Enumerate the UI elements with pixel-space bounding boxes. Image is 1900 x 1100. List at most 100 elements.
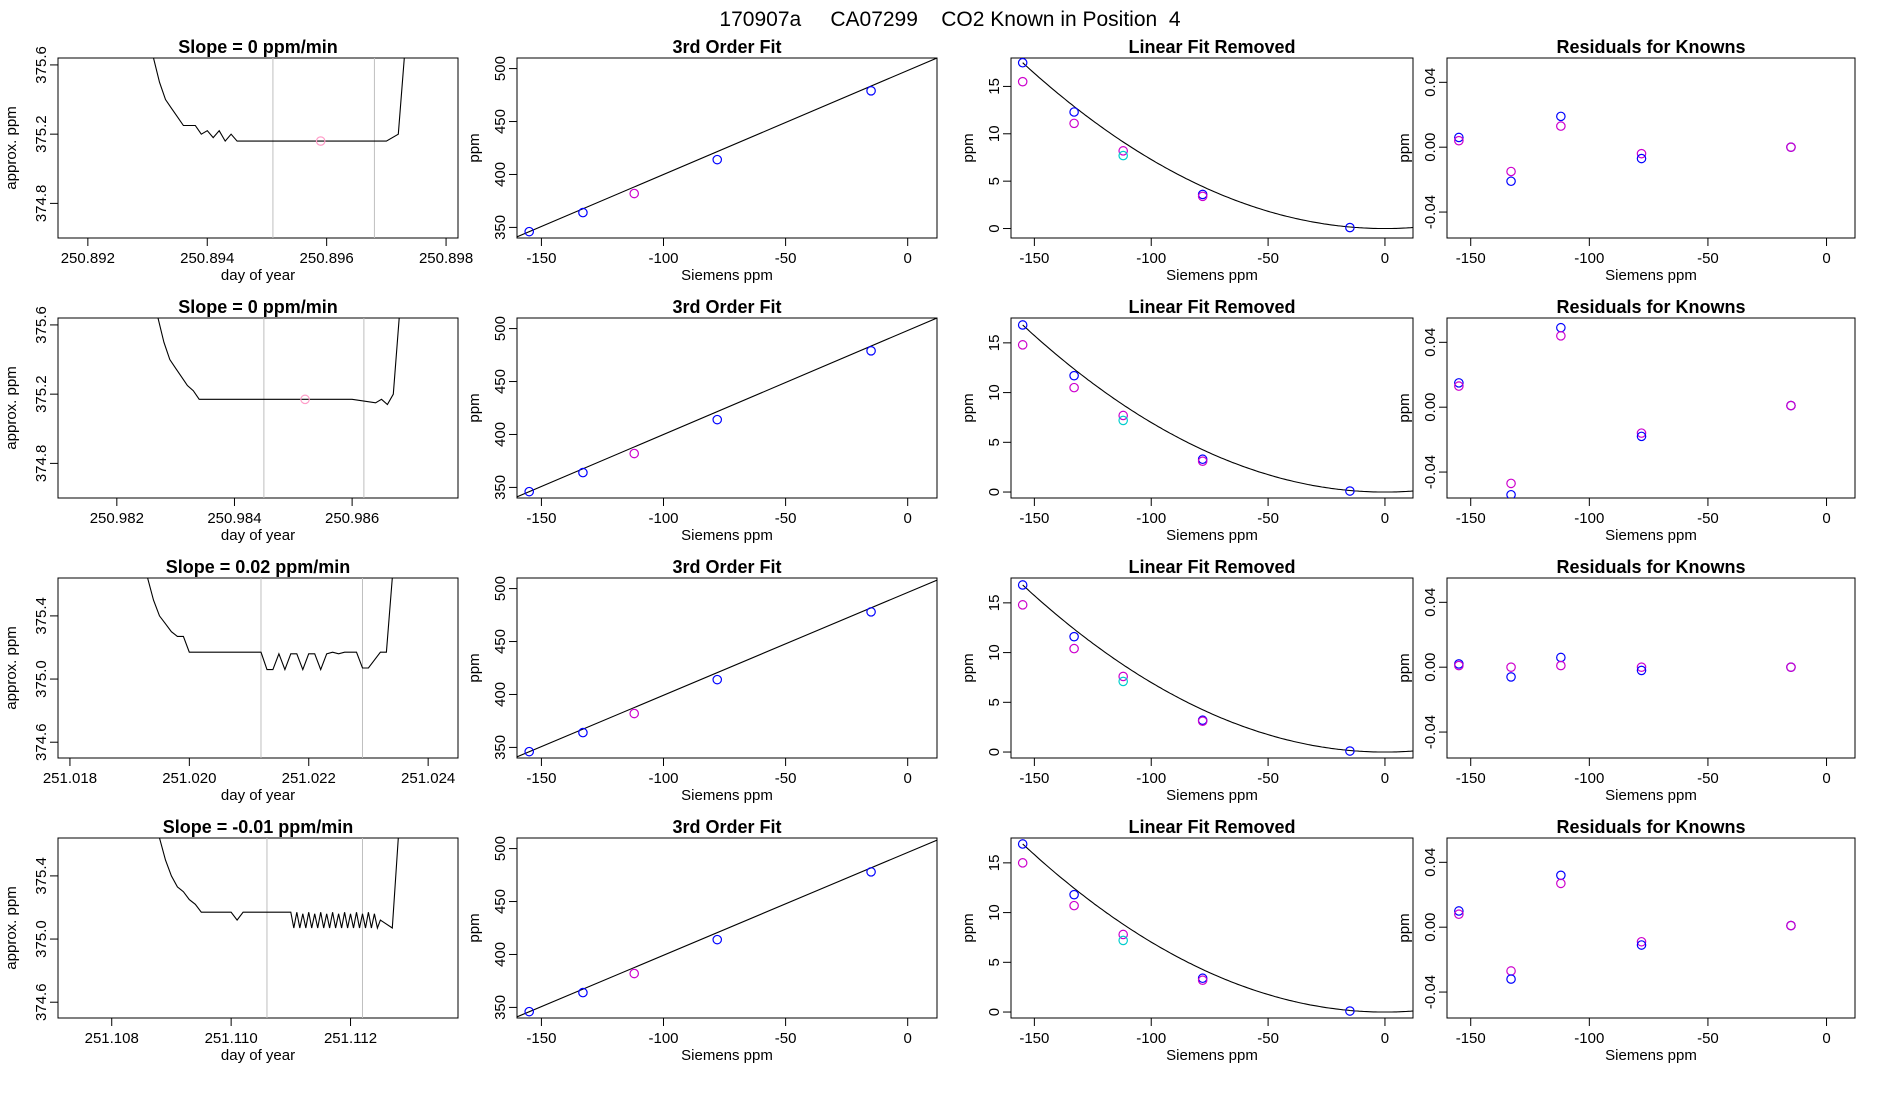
plot-area	[1017, 58, 1413, 233]
plot-frame	[1010, 57, 1414, 239]
data-point	[1017, 600, 1028, 610]
y-tick-label: 450	[492, 889, 509, 914]
y-axis-label: ppm	[466, 393, 483, 422]
panel-title: Linear Fit Removed	[1128, 557, 1295, 577]
data-point	[1345, 1006, 1355, 1016]
panel-r1-res: Residuals for Knowns -150 -100 -50 0 Siemens …	[1396, 37, 1856, 284]
panel-title: 3rd Order Fit	[672, 37, 781, 57]
data-point	[629, 968, 640, 979]
panel-title: Slope = -0.01 ppm/min	[163, 817, 354, 837]
plot-frame	[57, 317, 459, 499]
x-tick-label: -150	[526, 250, 556, 267]
x-tick-label: 250.896	[300, 250, 354, 267]
data-point	[1636, 428, 1647, 438]
y-tick-label: 0.00	[1422, 913, 1439, 942]
y-tick-label: 375.4	[33, 597, 50, 635]
plot-frame	[1010, 837, 1414, 1019]
x-axis-label: Siemens ppm	[681, 527, 773, 544]
panel-title: Linear Fit Removed	[1128, 817, 1295, 837]
plot-area	[517, 579, 937, 758]
data-point	[1506, 478, 1516, 489]
y-axis-label: ppm	[466, 133, 483, 162]
y-tick-label: 375.0	[33, 660, 50, 698]
panel-title: Residuals for Knowns	[1556, 37, 1745, 57]
data-point	[1786, 400, 1796, 411]
x-tick-label: 0	[1822, 250, 1830, 267]
data-point	[1069, 107, 1079, 117]
series-line	[152, 58, 405, 143]
x-tick-label: -50	[775, 770, 797, 787]
x-tick-label: -50	[1697, 1030, 1719, 1047]
y-tick-label: 450	[492, 629, 509, 654]
panel-r1-slope: Slope = 0 ppm/min 250.892 250.894 250.896 25…	[3, 37, 473, 284]
data-point	[1556, 121, 1566, 131]
x-tick-label: -150	[1019, 510, 1049, 527]
page-title: 170907a CA07299 CO2 Known in Position 4	[719, 8, 1180, 31]
x-tick-label: 0	[1381, 250, 1389, 267]
y-axis-label: ppm	[1396, 133, 1413, 162]
panel-r3-slope: Slope = 0.02 ppm/min 251.018 251.020 251.02…	[3, 557, 459, 804]
panel-title: Residuals for Knowns	[1556, 297, 1745, 317]
data-point	[1197, 716, 1208, 727]
data-point	[1118, 676, 1128, 687]
plot-frame	[516, 837, 938, 1019]
x-tick-label: -100	[1136, 770, 1166, 787]
y-tick-label: -0.04	[1422, 455, 1439, 489]
y-tick-label: -0.04	[1422, 195, 1439, 229]
x-tick-label: -150	[1456, 1030, 1486, 1047]
x-tick-label: -150	[1456, 250, 1486, 267]
x-tick-label: 251.022	[282, 770, 336, 787]
data-point	[866, 607, 876, 617]
x-axis-label: Siemens ppm	[681, 1047, 773, 1064]
y-axis-label: approx. ppm	[3, 106, 20, 189]
y-tick-label: 450	[492, 369, 509, 394]
data-point	[1017, 340, 1028, 350]
data-point	[1118, 671, 1128, 682]
x-tick-label: 0	[1822, 510, 1830, 527]
y-axis-label: ppm	[1396, 653, 1413, 682]
panel-title: Slope = 0 ppm/min	[178, 297, 338, 317]
data-point	[1017, 580, 1028, 590]
data-point	[524, 226, 535, 237]
panel-r4-slope: Slope = -0.01 ppm/min 251.108 251.110 251.1…	[3, 817, 459, 1064]
x-tick-label: -50	[1697, 770, 1719, 787]
plot-frame	[57, 837, 459, 1019]
panel-title: Linear Fit Removed	[1128, 297, 1295, 317]
panel-r2-fit: 3rd Order Fit -150 -100 -50 0 Siemens ppm 350 4…	[466, 297, 938, 544]
plot-area	[1017, 839, 1413, 1016]
plot-frame	[1446, 317, 1856, 499]
x-tick-label: -50	[1257, 250, 1279, 267]
plot-area	[517, 318, 937, 498]
x-tick-label: 251.110	[205, 1030, 258, 1047]
panel-r3-res: Residuals for Knowns -150 -100 -50 0 Siemens …	[1396, 557, 1856, 804]
panel-title: Slope = 0 ppm/min	[178, 37, 338, 57]
y-axis-label: ppm	[960, 653, 977, 682]
y-tick-label: -0.04	[1422, 715, 1439, 749]
data-point	[1197, 456, 1208, 467]
fit-curve	[1022, 584, 1413, 753]
plot-area	[158, 838, 399, 1018]
x-tick-label: -100	[648, 770, 678, 787]
data-point	[578, 987, 588, 998]
data-point	[1506, 166, 1516, 177]
y-tick-label: 15	[986, 855, 1003, 872]
x-tick-label: -50	[775, 250, 797, 267]
data-point	[1786, 142, 1796, 152]
data-point	[1197, 191, 1208, 202]
x-tick-label: -50	[1257, 1030, 1279, 1047]
data-point	[315, 136, 326, 146]
data-point	[578, 727, 588, 738]
x-tick-label: -50	[775, 1030, 797, 1047]
data-point	[1556, 331, 1566, 341]
y-tick-label: 500	[492, 576, 509, 601]
data-point	[1636, 940, 1647, 950]
data-point	[1454, 132, 1464, 143]
plot-area	[1017, 320, 1413, 496]
plot-frame	[57, 577, 459, 759]
panels: Slope = 0 ppm/min 250.892 250.894 250.896 25…	[3, 37, 1856, 1064]
y-tick-label: 375.2	[33, 375, 50, 413]
data-point	[1454, 381, 1464, 391]
data-point	[1636, 153, 1647, 164]
plot-area	[517, 58, 937, 238]
data-point	[1636, 936, 1647, 947]
